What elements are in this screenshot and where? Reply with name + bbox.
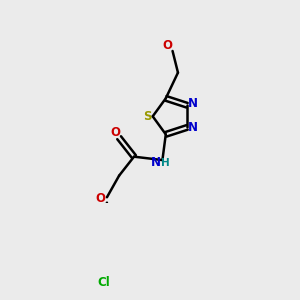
Text: O: O <box>95 192 105 205</box>
Text: Cl: Cl <box>97 276 110 289</box>
Text: O: O <box>111 126 121 139</box>
Text: S: S <box>143 110 152 123</box>
Text: O: O <box>162 39 172 52</box>
Text: N: N <box>151 156 161 169</box>
Text: N: N <box>188 121 197 134</box>
Text: N: N <box>188 98 197 110</box>
Text: H: H <box>161 158 170 168</box>
